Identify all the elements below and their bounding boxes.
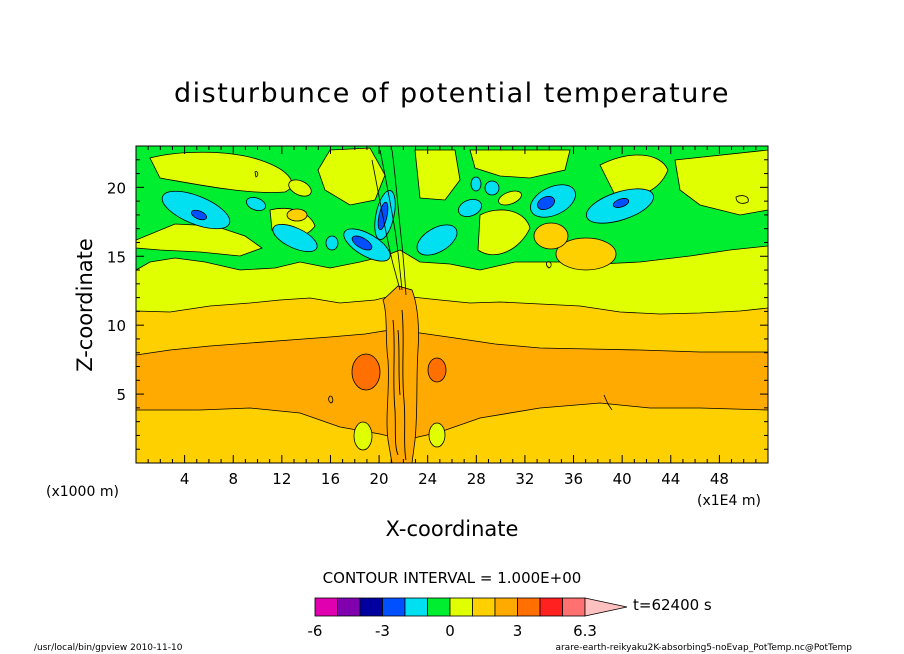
contour-interval-label: CONTOUR INTERVAL = 1.000E+00 xyxy=(323,569,582,587)
x-tick-label: 40 xyxy=(613,470,632,488)
colorbar-swatch xyxy=(517,597,541,617)
y-tick-labels: 5 10 15 20 xyxy=(107,179,126,404)
colorbar-swatch xyxy=(472,597,496,617)
colorbar-swatch xyxy=(359,597,383,617)
x-axis-title: X-coordinate xyxy=(386,517,519,541)
colorbar-tick-label: 6.3 xyxy=(573,622,597,640)
upper-contours xyxy=(254,149,749,411)
column-core xyxy=(382,285,419,463)
x-tick-label: 20 xyxy=(370,470,389,488)
x-tick-label: 8 xyxy=(228,470,238,488)
footer-left: /usr/local/bin/gpview 2010-11-10 xyxy=(34,643,183,653)
x-tick-label: 48 xyxy=(710,470,729,488)
x-tick-label: 44 xyxy=(661,470,680,488)
x-tick-label: 12 xyxy=(272,470,291,488)
y-scale-note: (x1000 m) xyxy=(46,484,119,500)
colorbar-tick-label: -3 xyxy=(375,622,390,640)
band-orange xyxy=(136,329,768,441)
colorbar-swatch xyxy=(539,597,563,617)
gold-pocket-left xyxy=(286,208,308,222)
time-label: t=62400 s xyxy=(633,596,712,614)
colorbar-tick-label: -6 xyxy=(308,622,323,640)
upper-yellow-lobes xyxy=(136,147,768,257)
colorbar-swatch xyxy=(337,597,361,617)
colorbar xyxy=(314,597,628,617)
colorbar-swatch xyxy=(562,597,586,617)
gold-pocket-mid xyxy=(533,222,569,250)
x-tick-label: 24 xyxy=(418,470,437,488)
warm-cell-left xyxy=(351,353,381,391)
x-tick-label: 32 xyxy=(515,470,534,488)
colorbar-swatch xyxy=(314,597,338,617)
colorbar-tick-label: 3 xyxy=(513,622,523,640)
contour-field xyxy=(136,146,768,463)
x-tick-label: 36 xyxy=(564,470,583,488)
footer-right: arare-earth-reikyaku2K-absorbing5-noEvap… xyxy=(555,643,852,653)
x-tick-label: 16 xyxy=(321,470,340,488)
colorbar-arrow xyxy=(584,597,628,617)
column-contours xyxy=(392,309,407,461)
x-tick-label: 28 xyxy=(467,470,486,488)
cool-cell-left xyxy=(353,421,373,451)
y-axis-title: Z-coordinate xyxy=(73,238,97,372)
x-tick-labels: 4 8 12 16 20 24 28 32 36 40 44 48 xyxy=(180,470,729,488)
chart-title: disturbunce of potential temperature xyxy=(174,78,730,109)
colorbar-swatch xyxy=(382,597,406,617)
x-scale-note: (x1E4 m) xyxy=(697,493,761,509)
gold-pocket-right xyxy=(555,237,617,271)
colorbar-tick-label: 0 xyxy=(445,622,455,640)
cool-cell-right xyxy=(428,422,446,448)
y-tick-label: 10 xyxy=(107,317,126,335)
colorbar-swatch xyxy=(427,597,451,617)
x-tick-label: 4 xyxy=(180,470,190,488)
colorbar-swatch xyxy=(494,597,518,617)
warm-cell-right xyxy=(427,357,447,383)
colorbar-swatch xyxy=(449,597,473,617)
colorbar-labels: -6 -3 0 3 6.3 xyxy=(308,622,597,640)
axis-ticks xyxy=(136,146,768,463)
y-tick-label: 15 xyxy=(107,248,126,266)
colorbar-swatch xyxy=(404,597,428,617)
y-tick-label: 20 xyxy=(107,179,126,197)
y-tick-label: 5 xyxy=(116,386,126,404)
